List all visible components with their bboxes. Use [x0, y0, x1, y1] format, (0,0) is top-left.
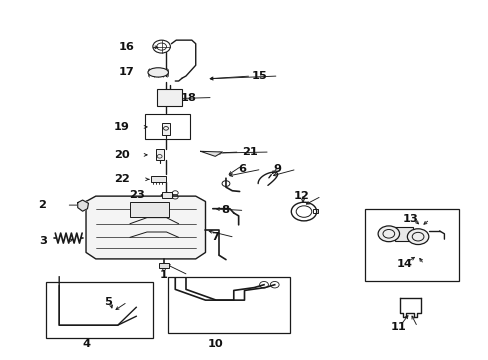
Text: 15: 15	[251, 71, 266, 81]
Text: 18: 18	[180, 93, 196, 103]
Polygon shape	[86, 196, 205, 259]
Text: 4: 4	[82, 339, 90, 349]
Ellipse shape	[148, 68, 168, 77]
Text: 3: 3	[40, 236, 47, 246]
Bar	[157, 89, 182, 106]
Text: 10: 10	[207, 339, 223, 349]
Text: 19: 19	[113, 122, 129, 132]
Bar	[161, 123, 170, 135]
Bar	[161, 192, 172, 198]
Text: 21: 21	[242, 147, 258, 157]
Text: 6: 6	[238, 164, 245, 174]
Circle shape	[377, 226, 399, 242]
Text: 9: 9	[273, 164, 281, 174]
Text: 16: 16	[118, 42, 134, 52]
Bar	[46, 282, 153, 338]
Text: 11: 11	[389, 322, 405, 332]
Text: 17: 17	[119, 67, 134, 77]
Text: 14: 14	[396, 259, 411, 269]
Polygon shape	[200, 151, 222, 156]
Circle shape	[407, 229, 428, 244]
Text: 13: 13	[402, 215, 417, 224]
Bar	[130, 202, 168, 217]
Text: 7: 7	[211, 232, 219, 242]
Polygon shape	[78, 200, 88, 211]
Text: 1: 1	[160, 270, 168, 280]
Text: 23: 23	[129, 190, 145, 200]
Text: 8: 8	[221, 206, 228, 216]
Text: 2: 2	[38, 200, 46, 210]
Bar	[156, 149, 163, 160]
Bar	[144, 114, 189, 139]
Text: 22: 22	[114, 174, 129, 184]
Bar	[365, 210, 458, 281]
Text: 20: 20	[114, 150, 129, 160]
Bar	[167, 277, 289, 333]
Bar	[151, 176, 165, 182]
Text: 5: 5	[104, 297, 112, 307]
Text: 12: 12	[294, 191, 309, 201]
Bar	[394, 226, 412, 241]
Bar	[158, 263, 169, 268]
Bar	[312, 210, 317, 213]
